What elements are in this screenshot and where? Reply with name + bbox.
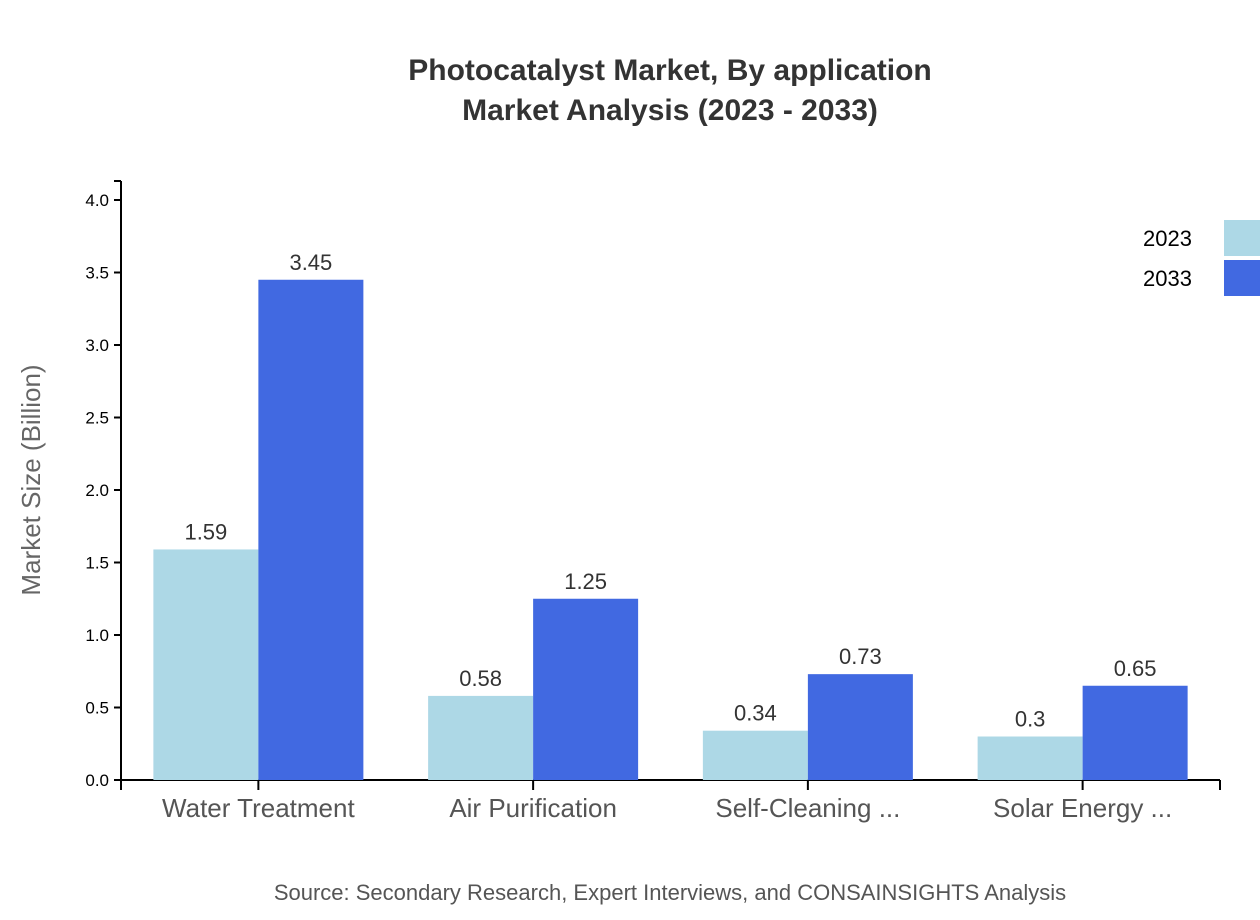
data-label: 1.59 [184,519,227,544]
y-tick-label: 0.5 [85,699,109,718]
data-label: 3.45 [289,250,332,275]
legend-swatch [1224,260,1260,296]
data-label: 0.3 [1015,707,1046,732]
y-tick-label: 2.0 [85,481,109,500]
bar-2033 [807,674,913,780]
y-tick-label: 4.0 [85,191,109,210]
bar-2033 [1082,685,1188,780]
y-tick-label: 0.0 [85,771,109,790]
data-label: 0.65 [1114,656,1157,681]
x-tick-label: Solar Energy ... [993,793,1172,823]
x-tick-label: Water Treatment [162,793,355,823]
source-note: Source: Secondary Research, Expert Inter… [274,880,1066,905]
legend-label: 2023 [1143,226,1192,251]
y-axis-label: Market Size (Billion) [16,364,46,595]
data-label: 0.34 [734,701,777,726]
data-label: 0.73 [839,644,882,669]
bar-2023 [153,549,259,780]
bar-2033 [258,279,364,780]
chart-subtitle: Market Analysis (2023 - 2033) [462,94,878,127]
y-tick-label: 1.5 [85,554,109,573]
y-tick-label: 3.0 [85,336,109,355]
y-tick-label: 2.5 [85,409,109,428]
x-tick-label: Self-Cleaning ... [715,793,900,823]
y-tick-label: 1.0 [85,626,109,645]
legend-swatch [1224,220,1260,256]
data-label: 0.58 [459,666,502,691]
bar-2033 [533,598,639,780]
bar-2023 [977,736,1083,780]
chart-title: Photocatalyst Market, By application [408,54,931,87]
x-tick-label: Air Purification [449,793,617,823]
bar-2023 [702,730,808,780]
legend-label: 2033 [1143,266,1192,291]
data-label: 1.25 [564,569,607,594]
bar-2023 [428,695,534,780]
y-tick-label: 3.5 [85,264,109,283]
